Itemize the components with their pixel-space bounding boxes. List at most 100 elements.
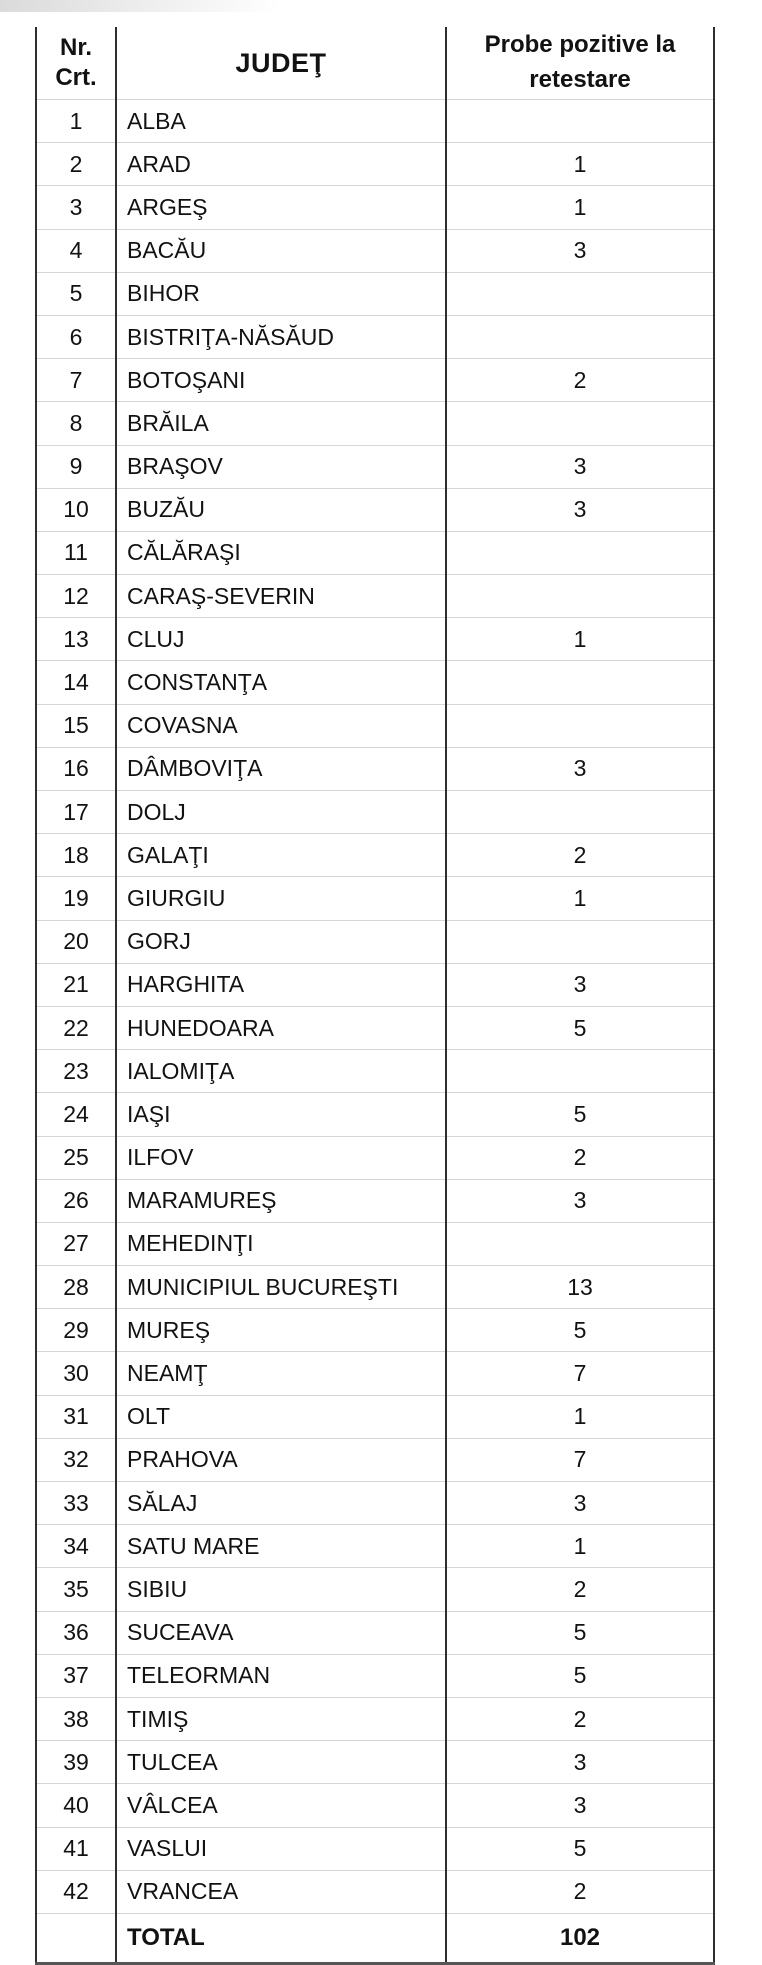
cell-nr: 7 [35,358,117,402]
cell-judet: ILFOV [115,1135,447,1180]
total-row: TOTAL 102 [35,1912,715,1964]
header-nr-crt: Nr. Crt. [35,27,117,100]
cell-nr: 28 [35,1265,117,1309]
cell-nr: 39 [35,1740,117,1784]
table-footer: TOTAL 102 [35,1912,715,1964]
table-header: Nr. Crt. JUDEŢ Probe pozitive la retesta… [35,27,715,100]
cell-value: 3 [445,962,715,1007]
cell-judet: BISTRIŢA-NĂSĂUD [115,314,447,359]
cell-judet: IALOMIŢA [115,1049,447,1093]
cell-value: 5 [445,1610,715,1655]
cell-value: 3 [445,1178,715,1223]
cell-judet: COVASNA [115,703,447,748]
cell-judet: SĂLAJ [115,1480,447,1525]
cell-nr: 11 [35,530,117,575]
cell-judet: MARAMUREŞ [115,1178,447,1223]
cell-value [445,98,715,143]
cell-judet: HUNEDOARA [115,1005,447,1050]
table-row: 19 GIURGIU 1 [35,876,715,921]
cell-judet: VÂLCEA [115,1783,447,1827]
table-row: 28 MUNICIPIUL BUCUREŞTI 13 [35,1265,715,1309]
cell-nr: 22 [35,1005,117,1050]
cell-value: 2 [445,358,715,402]
header-probe-pozitive: Probe pozitive la retestare [445,27,715,100]
cell-nr: 10 [35,487,117,532]
cell-value: 2 [445,1567,715,1612]
table-row: 42 VRANCEA 2 [35,1869,715,1914]
table-row: 6 BISTRIŢA-NĂSĂUD [35,314,715,359]
cell-value: 3 [445,444,715,489]
table-row: 4 BACĂU 3 [35,228,715,273]
cell-nr: 20 [35,919,117,964]
cell-value: 5 [445,1653,715,1698]
table-row: 36 SUCEAVA 5 [35,1610,715,1655]
cell-nr: 32 [35,1437,117,1482]
cell-value [445,401,715,445]
cell-value: 2 [445,833,715,877]
cell-value [445,919,715,964]
cell-judet: DOLJ [115,789,447,834]
cell-nr: 2 [35,142,117,186]
cell-value: 5 [445,1308,715,1352]
cell-judet: IAŞI [115,1092,447,1136]
cell-judet: TIMIŞ [115,1696,447,1741]
table-row: 32 PRAHOVA 7 [35,1437,715,1482]
table-row: 7 BOTOŞANI 2 [35,358,715,402]
cell-value [445,660,715,705]
cell-value: 7 [445,1437,715,1482]
cell-nr: 25 [35,1135,117,1180]
table-row: 38 TIMIŞ 2 [35,1696,715,1741]
table-row: 37 TELEORMAN 5 [35,1653,715,1698]
table-row: 23 IALOMIŢA [35,1049,715,1093]
cell-nr: 8 [35,401,117,445]
table-row: 12 CARAŞ-SEVERIN [35,574,715,618]
cell-judet: SIBIU [115,1567,447,1612]
total-empty-cell [35,1912,117,1964]
cell-value: 3 [445,487,715,532]
table-row: 30 NEAMŢ 7 [35,1351,715,1396]
total-label: TOTAL [115,1912,447,1964]
table-row: 29 MUREŞ 5 [35,1308,715,1352]
total-value: 102 [445,1912,715,1964]
table-row: 35 SIBIU 2 [35,1567,715,1612]
table-row: 9 BRAŞOV 3 [35,444,715,489]
cell-nr: 30 [35,1351,117,1396]
table-row: 1 ALBA [35,98,715,143]
cell-value [445,314,715,359]
judet-retest-table: Nr. Crt. JUDEŢ Probe pozitive la retesta… [35,27,715,1965]
cell-judet: BRAŞOV [115,444,447,489]
table-row: 5 BIHOR [35,271,715,316]
cell-judet: NEAMŢ [115,1351,447,1396]
cell-value [445,1049,715,1093]
cell-judet: TULCEA [115,1740,447,1784]
cell-nr: 26 [35,1178,117,1223]
table-row: 8 BRĂILA [35,401,715,445]
cell-value [445,1221,715,1266]
cell-judet: MUREŞ [115,1308,447,1352]
cell-judet: MEHEDINŢI [115,1221,447,1266]
cell-nr: 31 [35,1394,117,1439]
cell-nr: 14 [35,660,117,705]
table-row: 18 GALAŢI 2 [35,833,715,877]
cell-value [445,271,715,316]
cell-value [445,530,715,575]
cell-nr: 33 [35,1480,117,1525]
table-row: 14 CONSTANŢA [35,660,715,705]
cell-value: 7 [445,1351,715,1396]
cell-value: 3 [445,1783,715,1827]
cell-judet: BACĂU [115,228,447,273]
table-row: 25 ILFOV 2 [35,1135,715,1180]
cell-nr: 37 [35,1653,117,1698]
cell-nr: 27 [35,1221,117,1266]
cell-judet: ALBA [115,98,447,143]
cell-judet: ARGEŞ [115,185,447,230]
header-judet: JUDEŢ [115,27,447,100]
cell-nr: 21 [35,962,117,1007]
cell-judet: SUCEAVA [115,1610,447,1655]
cell-nr: 17 [35,789,117,834]
cell-nr: 6 [35,314,117,359]
table-row: 22 HUNEDOARA 5 [35,1005,715,1050]
table-row: 27 MEHEDINŢI [35,1221,715,1266]
cell-judet: BUZĂU [115,487,447,532]
cell-nr: 24 [35,1092,117,1136]
